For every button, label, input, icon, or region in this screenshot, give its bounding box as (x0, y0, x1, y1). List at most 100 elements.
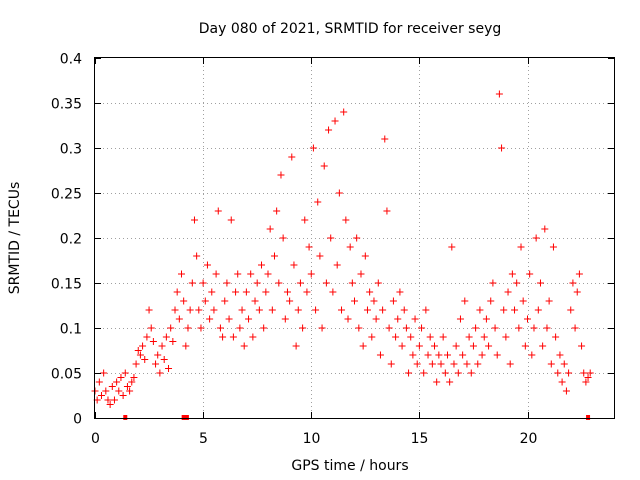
data-point (513, 279, 521, 287)
data-point (437, 360, 445, 368)
data-point (517, 243, 525, 251)
data-point (119, 392, 127, 399)
data-point (342, 216, 350, 224)
data-point (493, 351, 501, 359)
data-point (439, 333, 447, 341)
data-point (383, 207, 391, 215)
data-point (290, 261, 298, 269)
data-point (424, 351, 432, 359)
data-point (197, 324, 205, 332)
data-point (571, 324, 579, 332)
data-point (422, 306, 430, 314)
data-point (348, 279, 356, 287)
data-point (461, 297, 469, 305)
data-point (229, 333, 237, 341)
data-point (240, 342, 248, 350)
data-point (322, 279, 330, 287)
data-point (143, 333, 151, 341)
x-tick-label: 20 (520, 431, 538, 447)
data-point (565, 369, 573, 377)
chart-title: Day 080 of 2021, SRMTID for receiver sey… (199, 21, 502, 37)
data-point (134, 347, 142, 354)
data-point (227, 216, 235, 224)
data-point (530, 324, 538, 332)
data-point (97, 392, 105, 399)
data-point (113, 378, 121, 386)
data-point (368, 333, 376, 341)
data-point (545, 297, 553, 305)
data-point (485, 342, 493, 350)
y-tick-label: 0 (73, 412, 82, 428)
data-point (476, 306, 484, 314)
data-point (301, 216, 309, 224)
data-point (219, 333, 227, 341)
data-point (236, 324, 244, 332)
data-point (212, 270, 220, 278)
data-point (450, 360, 458, 368)
data-point (294, 306, 302, 314)
data-point (255, 306, 263, 314)
data-point (521, 342, 529, 350)
data-point (100, 369, 108, 377)
data-point (584, 374, 592, 381)
data-point (491, 324, 499, 332)
data-point (262, 288, 270, 296)
data-point (508, 270, 516, 278)
data-point (238, 306, 246, 314)
data-point (482, 315, 490, 323)
data-point (552, 333, 560, 341)
gap-markers (123, 415, 591, 420)
data-point (281, 315, 289, 323)
data-point (152, 360, 160, 368)
data-point (435, 351, 443, 359)
data-point (165, 365, 173, 372)
data-point (195, 306, 203, 314)
data-point (374, 279, 382, 287)
gap-marker (181, 415, 186, 420)
data-point (247, 270, 255, 278)
data-point (402, 324, 410, 332)
data-point (426, 333, 434, 341)
y-tick-label: 0.2 (60, 232, 82, 248)
data-point (573, 288, 581, 296)
data-point (110, 396, 118, 404)
data-point (504, 288, 512, 296)
data-point (400, 306, 408, 314)
x-tick-label: 10 (303, 431, 321, 447)
data-point (407, 333, 415, 341)
data-point (405, 369, 413, 377)
data-point (126, 387, 134, 395)
data-point (528, 351, 536, 359)
data-point (370, 297, 378, 305)
data-point (452, 342, 460, 350)
data-point (465, 333, 473, 341)
data-point (463, 360, 471, 368)
data-point (361, 252, 369, 260)
data-point (130, 374, 138, 381)
y-tick-label: 0.1 (60, 322, 82, 338)
x-axis-label: GPS time / hours (291, 458, 408, 474)
data-point (500, 306, 508, 314)
data-point (351, 297, 358, 305)
data-point (569, 279, 577, 287)
data-point (359, 342, 367, 350)
data-point (534, 306, 542, 314)
data-point (556, 351, 564, 359)
data-point (121, 369, 129, 377)
data-point (396, 288, 404, 296)
data-point (327, 234, 335, 242)
y-tick-label: 0.15 (51, 277, 82, 293)
data-point (413, 360, 421, 368)
y-tick-label: 0.3 (60, 142, 82, 158)
data-point (338, 306, 346, 314)
data-point (575, 270, 583, 278)
data-point (117, 374, 125, 381)
data-point (387, 360, 395, 368)
data-point (549, 243, 557, 251)
data-point (456, 315, 464, 323)
data-point (307, 270, 315, 278)
data-point (355, 324, 363, 332)
data-point (558, 378, 566, 386)
grid-lines (95, 58, 614, 418)
data-point (344, 315, 352, 323)
